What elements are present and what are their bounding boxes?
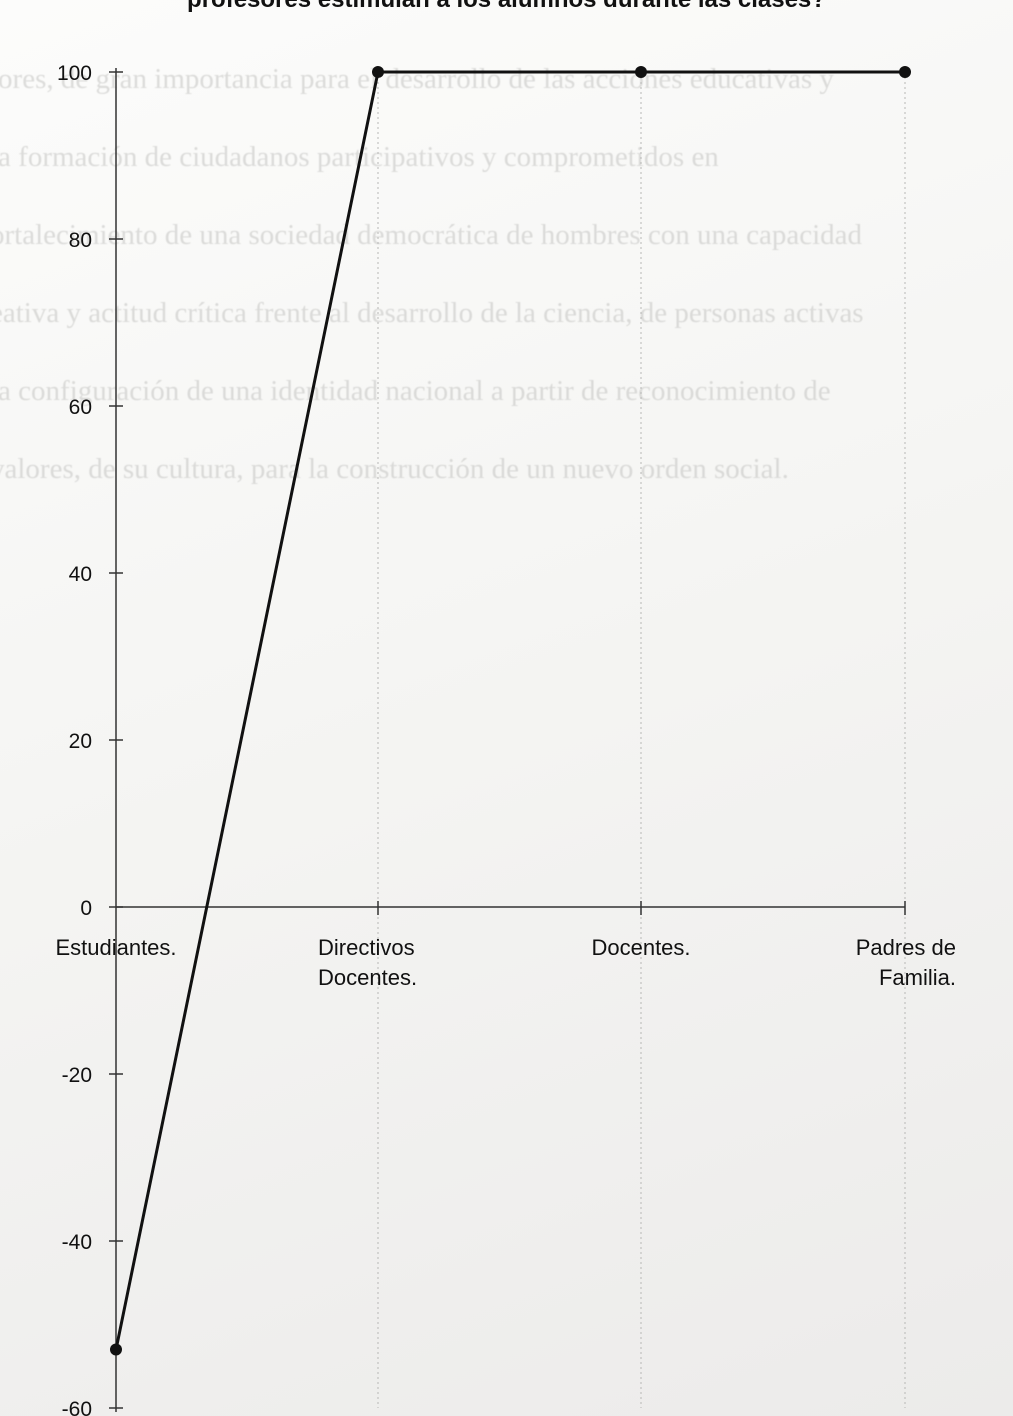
x-category-label: Padres de Familia. <box>856 935 956 990</box>
bleed-line: eativa y actitud crítica frente al desar… <box>0 297 864 329</box>
bleed-line: tores, de gran importancia para el desar… <box>0 63 834 95</box>
x-category-label: Docentes. <box>591 935 690 960</box>
data-point <box>110 1343 122 1356</box>
y-tick-label: 60 <box>69 396 92 419</box>
x-category-label: Directivos Docentes. <box>318 935 417 990</box>
chart-title: profesores estimulan a los alumnos duran… <box>0 0 1013 14</box>
y-tick-label: 20 <box>69 730 92 753</box>
bleed-through-text: tores, de gran importancia para el desar… <box>0 40 1013 508</box>
y-tick-label: 100 <box>57 62 92 85</box>
y-tick-label: -40 <box>62 1231 92 1254</box>
bleed-line: la configuración de una identidad nacion… <box>0 375 831 407</box>
series-line <box>114 70 905 1350</box>
y-tick-label: 80 <box>69 229 92 252</box>
data-point <box>899 66 911 78</box>
y-tick-label: -20 <box>62 1064 92 1087</box>
y-tick-label: 40 <box>69 563 92 586</box>
bleed-line: valores, de su cultura, para la construc… <box>0 453 789 485</box>
bleed-line: ortalecimiento de una sociedad democráti… <box>0 219 863 251</box>
x-category-label: Estudiantes. <box>55 935 176 960</box>
data-point <box>372 66 384 78</box>
data-point <box>635 66 647 78</box>
y-tick-label: -60 <box>62 1398 92 1416</box>
y-tick-label: 0 <box>80 897 92 920</box>
